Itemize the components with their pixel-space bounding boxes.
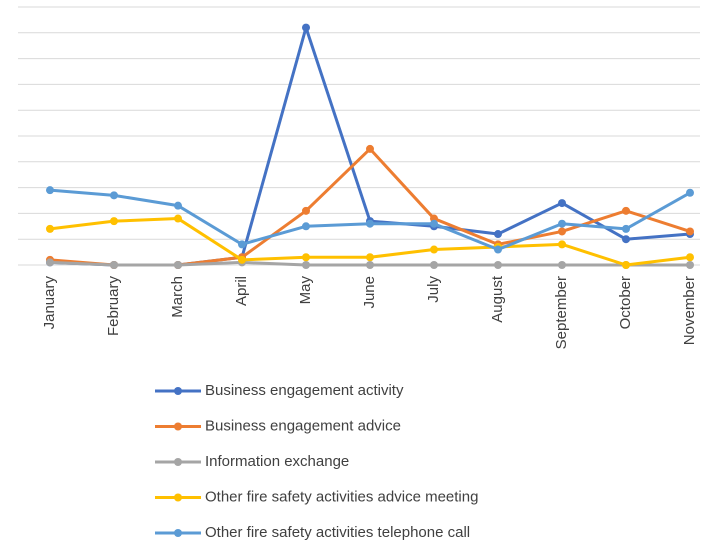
data-point [302,253,310,262]
legend-marker [174,493,182,502]
x-tick-label: August [489,275,506,323]
data-point [686,227,694,236]
data-point [622,224,630,233]
data-point [622,261,630,269]
legend-label: Other fire safety activities advice meet… [205,488,478,505]
data-point [46,186,54,195]
legend-marker [174,422,182,431]
data-point [302,23,310,32]
x-tick-label: September [553,276,570,349]
x-tick-label: February [105,276,122,337]
series-line [49,147,691,267]
data-point [110,191,118,200]
data-point [238,240,246,249]
data-point [558,227,566,236]
data-point [366,261,374,269]
data-point [558,199,566,208]
x-tick-label: June [361,276,378,309]
x-tick-label: May [297,276,314,305]
data-point [174,214,182,223]
legend-label: Business engagement advice [205,417,401,434]
data-point [430,245,438,254]
x-tick-label: July [425,276,442,303]
data-point [46,258,54,267]
data-point [174,201,182,210]
data-point [174,261,182,269]
data-point [302,222,310,231]
data-point [622,235,630,244]
legend-marker [174,529,182,537]
legend-label: Other fire safety activities telephone c… [205,524,470,541]
data-point [558,261,566,269]
data-point [110,261,118,269]
x-tick-label: March [169,276,186,318]
x-tick-label: April [233,276,250,306]
data-point [558,219,566,228]
data-point [430,219,438,228]
legend-marker [174,458,182,466]
data-point [686,261,694,269]
data-point [686,253,694,262]
data-point [238,255,246,264]
data-point [302,206,310,215]
data-point [494,261,502,269]
data-point [558,240,566,249]
data-point [366,253,374,262]
data-point [366,219,374,228]
legend-marker [174,387,182,395]
x-tick-label: January [41,276,58,330]
data-point [302,261,310,269]
data-point [46,224,54,233]
data-point [686,188,694,197]
data-point [622,206,630,215]
x-tick-label: November [681,276,698,345]
x-tick-label: October [617,276,634,329]
legend-label: Business engagement activity [205,382,404,399]
data-point [494,245,502,254]
data-point [110,217,118,226]
data-point [494,230,502,239]
data-point [430,261,438,269]
data-point [366,144,374,153]
legend-label: Information exchange [205,453,349,470]
